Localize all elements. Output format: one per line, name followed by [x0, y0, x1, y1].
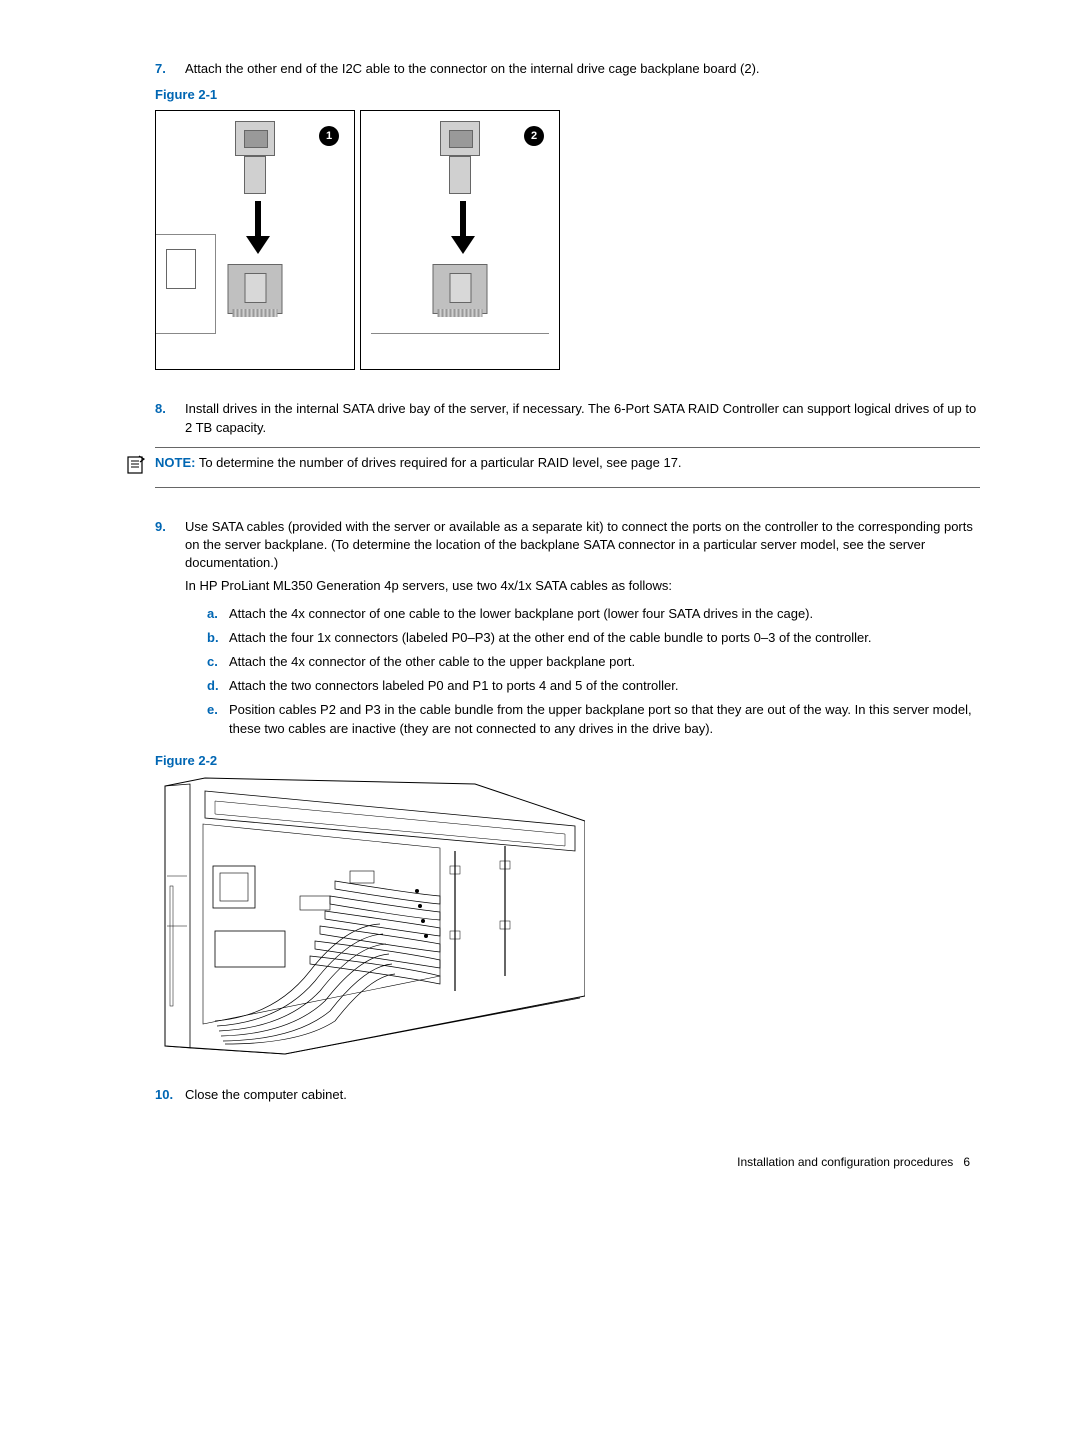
sub-list: a. Attach the 4x connector of one cable … [185, 605, 980, 738]
step-number: 10. [155, 1086, 185, 1104]
note-icon [125, 454, 155, 481]
step-text: Attach the other end of the I2C able to … [185, 60, 980, 78]
sub-letter: e. [207, 701, 229, 737]
footer-text: Installation and configuration procedure… [737, 1155, 953, 1169]
step-text: Install drives in the internal SATA driv… [185, 400, 980, 436]
step-number: 9. [155, 518, 185, 744]
note-label: NOTE: [155, 455, 195, 470]
step-number: 8. [155, 400, 185, 436]
sub-text: Attach the 4x connector of one cable to … [229, 605, 980, 623]
page-footer: Installation and configuration procedure… [155, 1154, 980, 1171]
sub-text: Position cables P2 and P3 in the cable b… [229, 701, 980, 737]
step-text: Close the computer cabinet. [185, 1086, 980, 1104]
sub-text: Attach the four 1x connectors (labeled P… [229, 629, 980, 647]
step-10: 10. Close the computer cabinet. [155, 1086, 980, 1104]
diagram-panel-2: 2 [360, 110, 560, 370]
sub-letter: d. [207, 677, 229, 695]
callout-1: 1 [319, 126, 339, 146]
page-number: 6 [963, 1155, 970, 1169]
sub-letter: c. [207, 653, 229, 671]
note-text: To determine the number of drives requir… [199, 455, 682, 470]
figure-label-1: Figure 2-1 [155, 86, 980, 104]
callout-2: 2 [524, 126, 544, 146]
step-9: 9. Use SATA cables (provided with the se… [155, 518, 980, 744]
sub-text: Attach the two connectors labeled P0 and… [229, 677, 980, 695]
step-number: 7. [155, 60, 185, 78]
note-block: NOTE: To determine the number of drives … [155, 447, 980, 488]
diagram-panel-1: 1 [155, 110, 355, 370]
step-7: 7. Attach the other end of the I2C able … [155, 60, 980, 78]
sub-letter: b. [207, 629, 229, 647]
step-8: 8. Install drives in the internal SATA d… [155, 400, 980, 436]
step-text-2: In HP ProLiant ML350 Generation 4p serve… [185, 577, 980, 595]
figure-label-2: Figure 2-2 [155, 752, 980, 770]
sub-letter: a. [207, 605, 229, 623]
figure-2-1: 1 2 [155, 110, 980, 370]
figure-2-2 [155, 776, 980, 1056]
sub-text: Attach the 4x connector of the other cab… [229, 653, 980, 671]
step-text: Use SATA cables (provided with the serve… [185, 518, 980, 573]
